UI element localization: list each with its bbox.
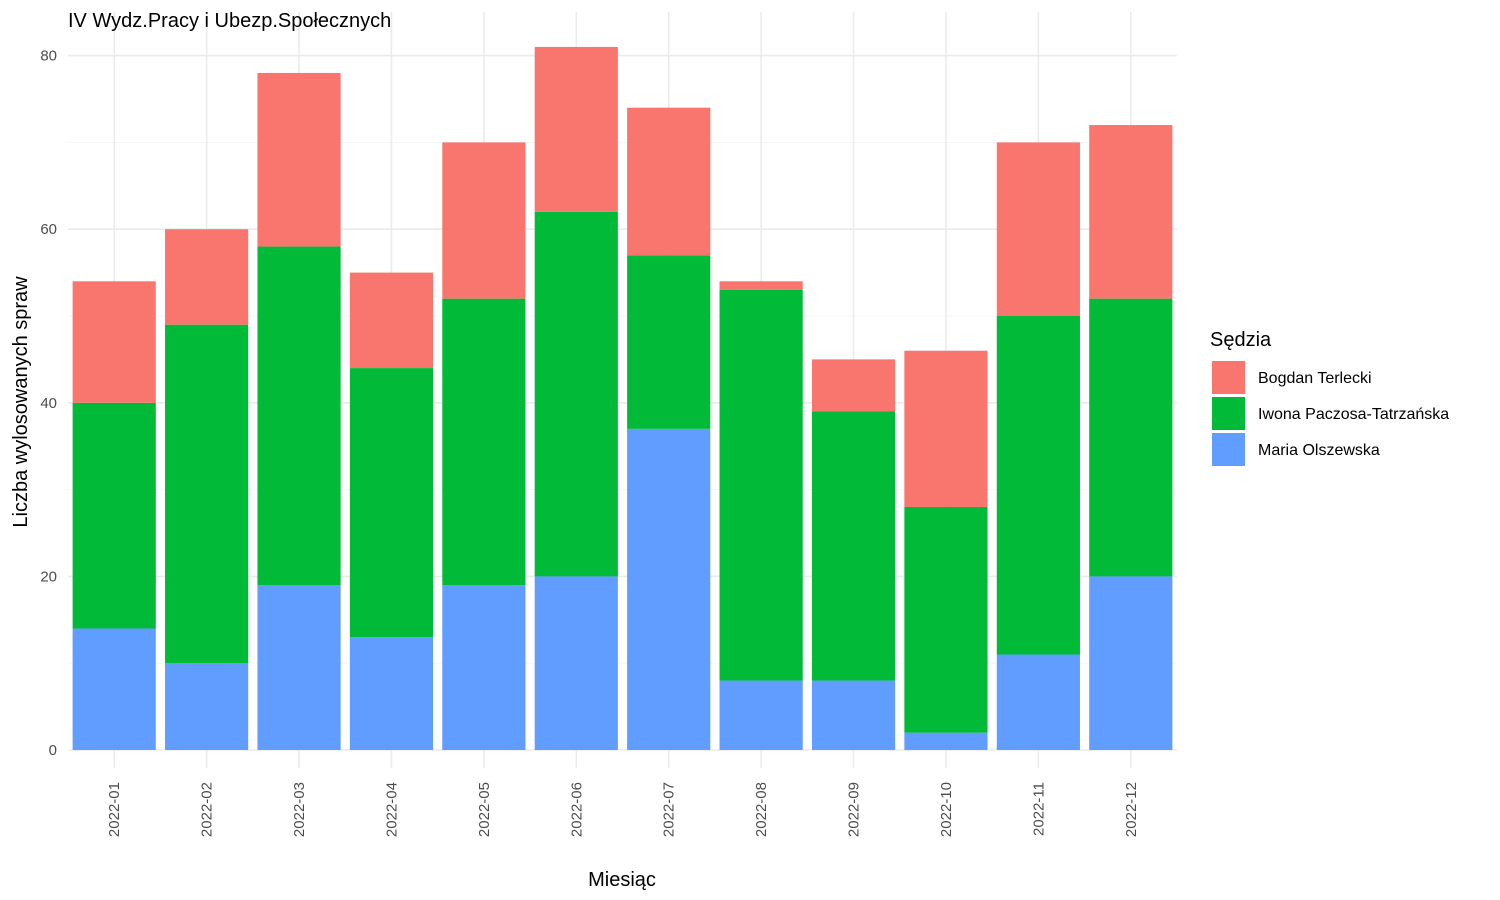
bar-segment	[904, 732, 988, 750]
y-axis-title: Liczba wylosowanych spraw	[10, 276, 32, 528]
bar-segment	[442, 298, 526, 586]
bar-segment	[349, 272, 434, 369]
legend-swatch	[1212, 361, 1245, 394]
bar-segment	[811, 359, 896, 412]
y-tick-label: 40	[40, 395, 57, 412]
bar-segment	[1089, 298, 1173, 577]
bar-segment	[904, 506, 988, 733]
chart-title: IV Wydz.Pracy i Ubezp.Społecznych	[68, 10, 391, 32]
x-tick-label: 2022-02	[199, 782, 216, 837]
bar-segment	[811, 680, 896, 750]
bar-segment	[165, 324, 249, 664]
bar-segment	[72, 281, 156, 403]
bar-segment	[442, 585, 526, 750]
x-tick-label: 2022-08	[753, 782, 770, 837]
x-tick-label: 2022-09	[846, 782, 863, 837]
bar-segment	[719, 281, 803, 290]
bar-segment	[257, 246, 341, 586]
bar-segment	[627, 107, 711, 256]
legend: Sędzia Bogdan Terlecki Iwona Paczosa-Tatr…	[1210, 329, 1449, 466]
bar-segment	[165, 663, 249, 750]
bar-segment	[534, 576, 618, 750]
legend-label: Bogdan Terlecki	[1258, 370, 1372, 387]
x-tick-label: 2022-11	[1030, 782, 1047, 836]
x-tick-label: 2022-07	[661, 782, 678, 837]
bar-segment	[1089, 576, 1173, 750]
bar-segment	[165, 229, 249, 325]
y-tick-label: 80	[40, 48, 57, 65]
legend-title: Sędzia	[1210, 329, 1272, 351]
bar-segment	[257, 72, 341, 247]
legend-label: Maria Olszewska	[1258, 442, 1380, 459]
x-tick-label: 2022-03	[291, 782, 308, 837]
bar-segment	[904, 350, 988, 507]
y-axis-ticks: 0 20 40 60 80	[40, 48, 57, 759]
x-tick-label: 2022-06	[568, 782, 585, 837]
y-tick-label: 0	[49, 742, 57, 759]
bar-segment	[534, 46, 618, 212]
bars	[72, 46, 1173, 750]
legend-label: Iwona Paczosa-Tatrzańska	[1258, 406, 1449, 423]
bar-segment	[1089, 125, 1173, 299]
bar-segment	[349, 368, 434, 638]
legend-swatch	[1212, 397, 1245, 430]
x-tick-label: 2022-01	[106, 782, 123, 837]
x-tick-label: 2022-12	[1123, 782, 1140, 837]
y-tick-label: 60	[40, 221, 57, 238]
x-axis-ticks: 2022-01 2022-02 2022-03 2022-04 2022-05 2022-…	[106, 782, 1140, 837]
bar-segment	[719, 289, 803, 681]
bar-segment	[996, 142, 1080, 316]
y-tick-label: 20	[40, 568, 57, 585]
bar-segment	[534, 211, 618, 577]
bar-segment	[442, 142, 526, 299]
bar-segment	[72, 628, 156, 750]
bar-segment	[719, 680, 803, 750]
bar-segment	[72, 402, 156, 629]
bar-segment	[996, 316, 1080, 655]
bar-segment	[811, 411, 896, 681]
x-tick-label: 2022-10	[938, 782, 955, 837]
x-axis-title: Miesiąc	[588, 869, 656, 891]
x-tick-label: 2022-05	[476, 782, 493, 837]
bar-segment	[627, 428, 711, 750]
bar-segment	[257, 585, 341, 750]
bar-segment	[996, 654, 1080, 750]
bar-segment	[349, 637, 434, 750]
legend-swatch	[1212, 433, 1245, 466]
bar-segment	[627, 255, 711, 429]
x-tick-label: 2022-04	[383, 782, 400, 837]
